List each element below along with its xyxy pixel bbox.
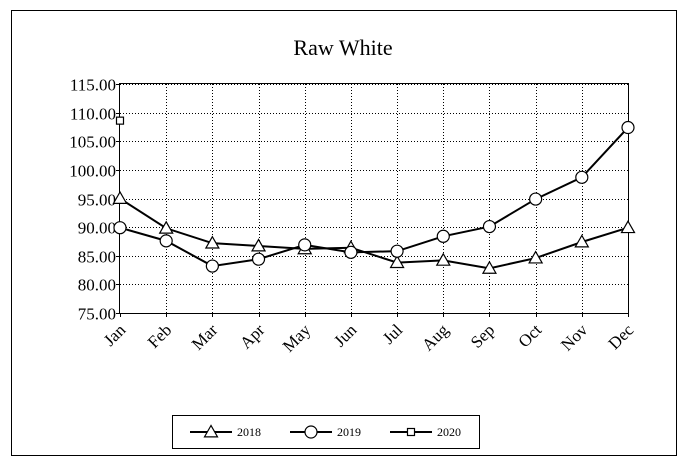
data-point <box>298 238 312 252</box>
data-point <box>390 244 404 258</box>
data-point <box>251 238 267 252</box>
legend-label: 2018 <box>237 425 261 439</box>
y-tick-label: 90.00 <box>78 219 116 238</box>
y-tick-label: 85.00 <box>78 248 116 267</box>
data-point <box>529 192 543 206</box>
series-2020 <box>115 116 125 125</box>
data-point <box>113 221 127 235</box>
legend-marker <box>203 424 219 438</box>
data-point <box>575 170 589 184</box>
data-point <box>205 259 219 273</box>
y-tick-label: 115.00 <box>70 76 116 95</box>
data-point <box>620 219 636 234</box>
legend-marker <box>406 427 416 437</box>
data-point <box>112 190 128 204</box>
chart-title: Raw White <box>293 35 392 60</box>
data-point <box>574 234 590 248</box>
y-tick-label: 75.00 <box>78 305 116 324</box>
y-tick-label: 80.00 <box>78 276 116 295</box>
data-point <box>621 120 635 135</box>
y-tick-label: 100.00 <box>69 162 116 181</box>
data-point <box>344 245 358 259</box>
legend: 2018 2019 2020 <box>172 415 480 449</box>
y-tick-label: 105.00 <box>69 133 116 152</box>
legend-label: 2020 <box>437 425 461 439</box>
data-point <box>528 250 544 264</box>
series-layer <box>112 116 636 274</box>
data-point <box>158 220 174 234</box>
y-axis: 75.00 80.00 85.00 90.00 95.00 100.00 105.00 110… <box>69 76 120 324</box>
y-tick-label: 110.00 <box>70 105 116 124</box>
series-2019 <box>113 120 635 273</box>
series-line <box>119 126 629 268</box>
data-point <box>436 229 450 243</box>
data-point <box>251 252 266 266</box>
series-line <box>119 197 629 270</box>
legend-marker <box>304 425 318 439</box>
y-tick-label: 95.00 <box>78 191 116 210</box>
data-point <box>482 219 497 234</box>
data-point <box>481 260 497 274</box>
legend-label: 2019 <box>337 425 361 439</box>
data-point <box>204 235 220 249</box>
data-point <box>389 254 405 269</box>
data-point <box>435 252 451 266</box>
data-point <box>159 234 173 248</box>
data-point <box>115 116 125 125</box>
